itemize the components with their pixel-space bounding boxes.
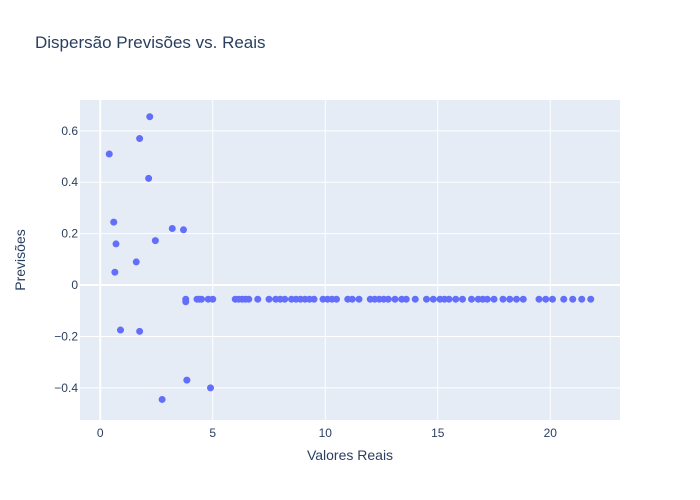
scatter-point <box>333 295 340 303</box>
scatter-point <box>112 240 120 248</box>
scatter-point <box>198 295 205 303</box>
scatter-point <box>105 150 113 158</box>
scatter-point <box>168 225 176 233</box>
x-tick-label: 10 <box>319 426 333 440</box>
y-axis-title: Previsões <box>12 229 28 290</box>
y-tick-label: 0.6 <box>61 124 78 138</box>
scatter-point <box>391 295 399 303</box>
scatter-point <box>145 174 153 182</box>
scatter-point <box>151 237 159 245</box>
scatter-point <box>310 295 318 303</box>
chart-title: Dispersão Previsões vs. Reais <box>35 33 266 52</box>
scatter-point <box>587 295 595 303</box>
y-tick-label: 0 <box>71 278 78 292</box>
scatter-point <box>136 327 144 335</box>
scatter-point <box>423 295 430 303</box>
scatter-point <box>111 268 119 276</box>
scatter-point <box>132 258 140 266</box>
gridlines <box>80 100 620 420</box>
x-tick-label: 0 <box>97 426 104 440</box>
scatter-point <box>452 295 460 303</box>
scatter-point <box>499 295 507 303</box>
scatter-point <box>490 295 498 303</box>
scatter-point <box>182 298 190 306</box>
y-tick-label: 0.2 <box>61 227 78 241</box>
scatter-point <box>180 226 187 234</box>
scatter-point <box>209 295 217 303</box>
scatter-point <box>402 295 410 303</box>
data-points <box>105 113 595 403</box>
scatter-point <box>281 295 289 303</box>
scatter-point <box>506 295 514 303</box>
scatter-point <box>569 295 577 303</box>
scatter-point <box>245 295 253 303</box>
scatter-point <box>183 376 191 384</box>
plot-area <box>80 100 620 420</box>
scatter-point <box>136 135 144 143</box>
scatter-point <box>483 295 491 303</box>
tick-labels: 0 5 10 15 20 −0.4 −0.2 0 0.2 0.4 0.6 <box>54 124 557 440</box>
scatter-point <box>117 326 124 334</box>
scatter-point <box>429 295 437 303</box>
scatter-point <box>459 295 466 303</box>
scatter-point <box>535 295 543 303</box>
scatter-point <box>560 295 568 303</box>
scatter-point <box>549 295 556 303</box>
scatter-point <box>110 218 118 226</box>
scatter-point <box>519 295 527 303</box>
scatter-point <box>445 295 453 303</box>
x-axis-title: Valores Reais <box>307 447 393 463</box>
scatter-point <box>411 295 419 303</box>
x-tick-label: 15 <box>431 426 445 440</box>
scatter-point <box>254 295 262 303</box>
scatter-point <box>158 395 166 403</box>
scatter-point <box>578 295 586 303</box>
y-tick-label: 0.4 <box>61 175 78 189</box>
x-tick-label: 20 <box>544 426 558 440</box>
scatter-point <box>468 295 475 303</box>
scatter-point <box>146 113 154 121</box>
scatter-point <box>207 384 214 392</box>
y-tick-label: −0.2 <box>54 329 78 343</box>
x-tick-label: 5 <box>209 426 216 440</box>
scatter-point <box>348 295 356 303</box>
y-tick-label: −0.4 <box>54 381 78 395</box>
scatter-point <box>355 295 363 303</box>
scatter-point <box>542 295 550 303</box>
scatter-point <box>265 295 273 303</box>
scatter-point <box>513 295 520 303</box>
scatter-point <box>384 295 392 303</box>
